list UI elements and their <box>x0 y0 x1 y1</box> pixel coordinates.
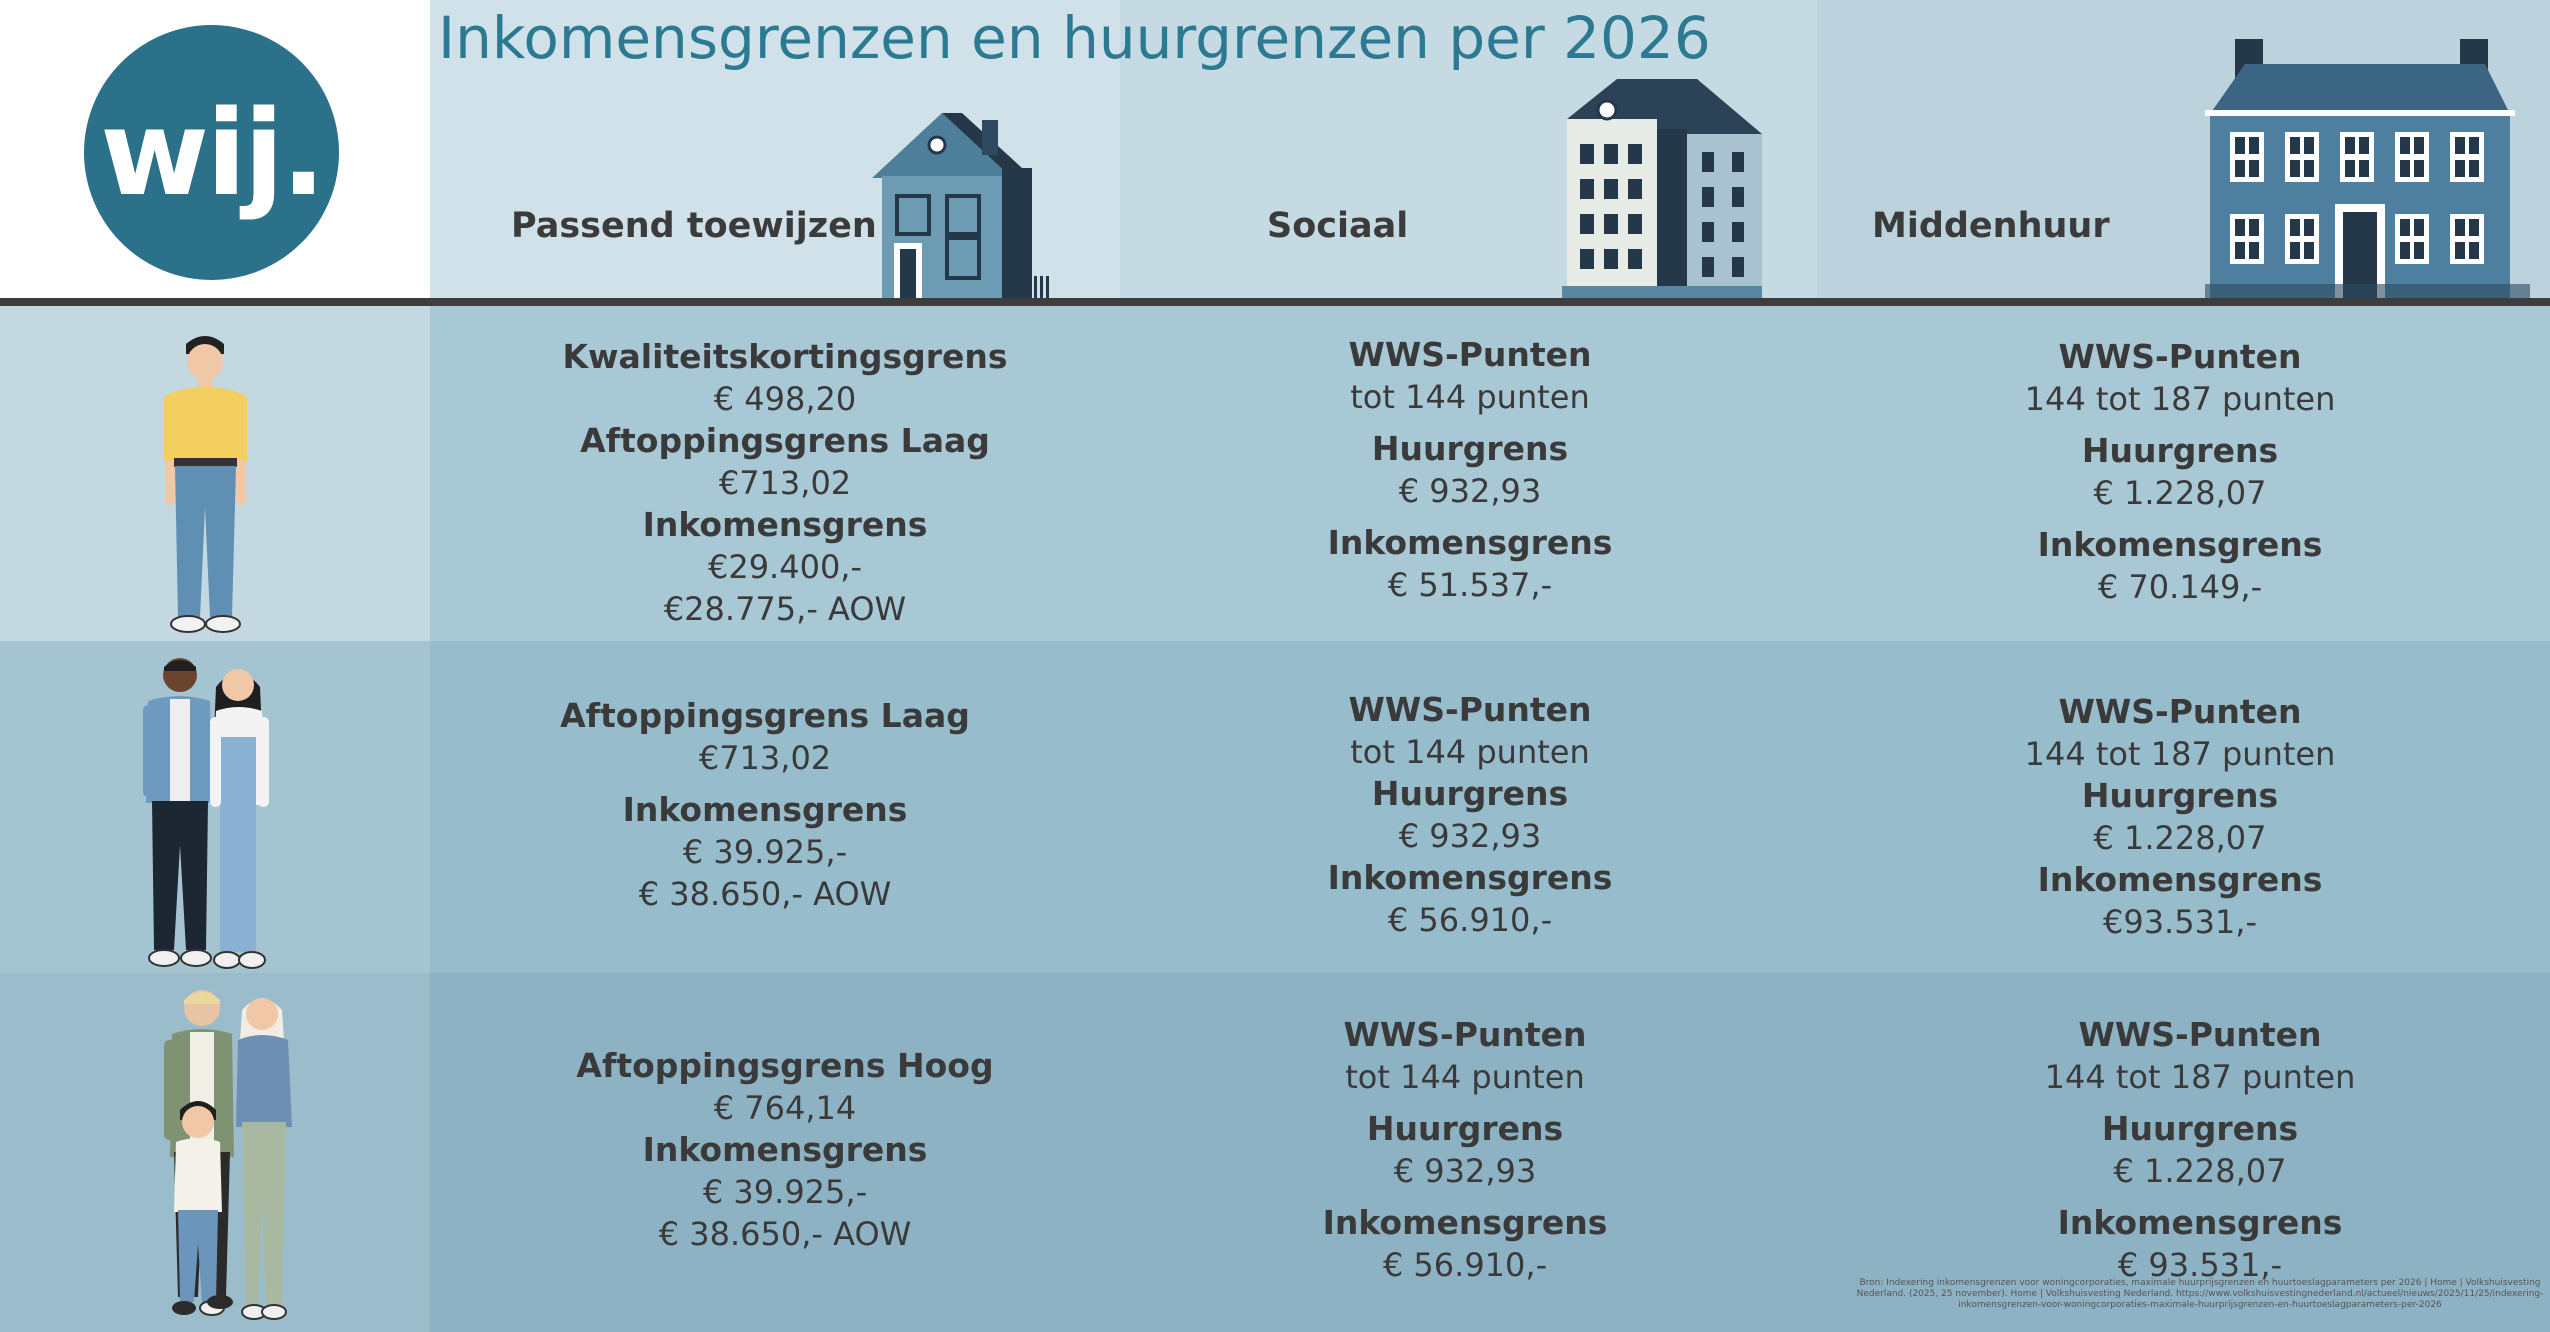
row-1-middenhuur-cell: WWS-Punten 144 tot 187 punten Huurgrens … <box>1925 322 2435 622</box>
wij-logo: wij. <box>84 25 339 280</box>
cell-value: € 56.910,- <box>1387 901 1553 939</box>
column-header-passend: Passend toewijzen <box>511 206 877 246</box>
cell-value: € 932,93 <box>1398 472 1542 510</box>
cell-label: WWS-Punten <box>1348 690 1592 729</box>
row-3-passend-cell: Aftoppingsgrens Hoog € 764,14 Inkomensgr… <box>530 1025 1040 1275</box>
row-3-bg <box>430 973 2550 1332</box>
row-2-passend-cell: Aftoppingsgrens Laag €713,02 Inkomensgre… <box>510 680 1020 930</box>
cell-label: Kwaliteitskortingsgrens <box>562 336 1008 376</box>
cell-label: Huurgrens <box>1371 429 1569 468</box>
cell-value: € 51.537,- <box>1387 566 1553 604</box>
row-3-sociaal-cell: WWS-Punten tot 144 punten Huurgrens € 93… <box>1215 1000 1715 1300</box>
cell-label: Huurgrens <box>1371 774 1569 813</box>
single-person-illustration <box>158 332 253 637</box>
cell-label: Aftoppingsgrens Hoog <box>576 1046 994 1085</box>
cell-value: €93.531,- <box>2102 903 2258 941</box>
cell-value: € 932,93 <box>1393 1152 1537 1190</box>
cell-label: Inkomensgrens <box>1327 523 1613 562</box>
row-1-bg <box>430 306 2550 641</box>
cell-value: 144 tot 187 punten <box>2024 380 2336 418</box>
cell-value: 144 tot 187 punten <box>2024 735 2336 773</box>
logo-text: wij. <box>100 83 326 222</box>
apartment-building-illustration <box>1562 74 1762 300</box>
page-title: Inkomensgrenzen en huurgrenzen per 2026 <box>438 4 1711 72</box>
cell-label: Huurgrens <box>2081 431 2279 470</box>
cell-label: Huurgrens <box>1366 1109 1564 1148</box>
cell-value: € 1.228,07 <box>2093 474 2267 512</box>
small-house-illustration <box>872 108 1092 303</box>
cell-label: Inkomensgrens <box>642 1130 928 1169</box>
cell-label: WWS-Punten <box>1348 335 1592 374</box>
townhouse-illustration <box>2200 34 2535 300</box>
row-1-passend-cell: Kwaliteitskortingsgrens € 498,20 Aftoppi… <box>530 330 1040 635</box>
cell-label: Aftoppingsgrens Laag <box>580 420 990 460</box>
cell-value: 144 tot 187 punten <box>2044 1058 2356 1096</box>
cell-value: € 764,14 <box>713 1089 857 1127</box>
cell-value: € 38.650,- AOW <box>638 875 892 913</box>
cell-label: WWS-Punten <box>2058 692 2302 731</box>
column-header-sociaal: Sociaal <box>1267 206 1409 246</box>
header-divider <box>0 298 2550 306</box>
row-2-sociaal-cell: WWS-Punten tot 144 punten Huurgrens € 93… <box>1220 670 1720 960</box>
cell-value: € 1.228,07 <box>2093 819 2267 857</box>
row-2-middenhuur-cell: WWS-Punten 144 tot 187 punten Huurgrens … <box>1925 672 2435 962</box>
cell-label: Inkomensgrens <box>622 790 908 829</box>
couple-illustration <box>140 655 275 975</box>
cell-value: €713,02 <box>718 463 852 502</box>
row-2-bg <box>430 641 2550 973</box>
cell-value: € 70.149,- <box>2097 568 2263 606</box>
cell-value: € 93.531,- <box>2117 1246 2283 1284</box>
cell-value: € 1.228,07 <box>2113 1152 2287 1190</box>
column-header-middenhuur: Middenhuur <box>1872 206 2110 246</box>
cell-label: Aftoppingsgrens Laag <box>560 696 970 735</box>
cell-label: WWS-Punten <box>2058 337 2302 376</box>
cell-label: Huurgrens <box>2081 776 2279 815</box>
cell-value: € 38.650,- AOW <box>658 1215 912 1253</box>
family-illustration <box>150 982 300 1327</box>
logo-area: wij. <box>0 0 430 300</box>
cell-label: Inkomensgrens <box>2037 860 2323 899</box>
cell-value: €713,02 <box>698 739 832 777</box>
cell-value: € 932,93 <box>1398 817 1542 855</box>
cell-label: Inkomensgrens <box>2037 525 2323 564</box>
cell-value: € 498,20 <box>713 379 857 418</box>
cell-label: Inkomensgrens <box>1322 1203 1608 1242</box>
row-3-middenhuur-cell: WWS-Punten 144 tot 187 punten Huurgrens … <box>1945 1000 2455 1300</box>
cell-value: € 39.925,- <box>682 833 848 871</box>
cell-value: €28.775,- AOW <box>663 589 907 628</box>
cell-value: tot 144 punten <box>1350 378 1590 416</box>
cell-label: Huurgrens <box>2101 1109 2299 1148</box>
cell-value: € 39.925,- <box>702 1173 868 1211</box>
cell-value: tot 144 punten <box>1345 1058 1585 1096</box>
cell-label: Inkomensgrens <box>642 504 928 544</box>
cell-value: tot 144 punten <box>1350 733 1590 771</box>
cell-label: WWS-Punten <box>1343 1015 1587 1054</box>
row-1-sociaal-cell: WWS-Punten tot 144 punten Huurgrens € 93… <box>1220 320 1720 620</box>
cell-value: €29.400,- <box>707 547 863 586</box>
source-citation: Bron: Indexering inkomensgrenzen voor wo… <box>1856 1278 2544 1310</box>
cell-label: Inkomensgrens <box>2057 1203 2343 1242</box>
cell-label: WWS-Punten <box>2078 1015 2322 1054</box>
cell-value: € 56.910,- <box>1382 1246 1548 1284</box>
cell-label: Inkomensgrens <box>1327 858 1613 897</box>
